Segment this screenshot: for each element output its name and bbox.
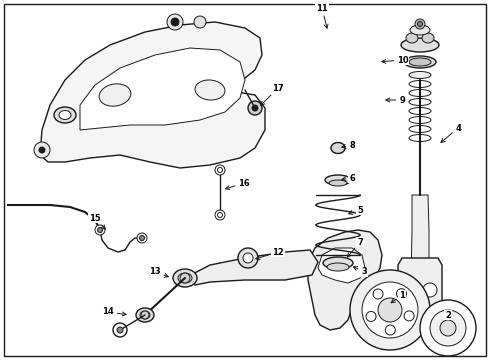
Ellipse shape xyxy=(401,38,439,52)
Ellipse shape xyxy=(404,56,436,68)
Text: 4: 4 xyxy=(441,123,461,143)
Circle shape xyxy=(396,289,407,299)
Polygon shape xyxy=(308,230,382,330)
Ellipse shape xyxy=(409,58,431,66)
Circle shape xyxy=(420,300,476,356)
Circle shape xyxy=(248,101,262,115)
Text: 16: 16 xyxy=(226,179,250,189)
Circle shape xyxy=(373,289,383,299)
Ellipse shape xyxy=(406,33,418,43)
Ellipse shape xyxy=(99,84,131,106)
Polygon shape xyxy=(40,22,265,168)
Text: 1: 1 xyxy=(391,291,405,303)
Ellipse shape xyxy=(59,111,71,120)
Text: 13: 13 xyxy=(149,267,169,277)
Circle shape xyxy=(95,225,105,235)
Circle shape xyxy=(215,210,225,220)
Polygon shape xyxy=(80,48,245,130)
Text: 9: 9 xyxy=(386,95,405,104)
Ellipse shape xyxy=(323,257,353,269)
Circle shape xyxy=(440,320,456,336)
Circle shape xyxy=(218,212,222,217)
Ellipse shape xyxy=(329,180,347,186)
Text: 11: 11 xyxy=(316,4,328,28)
Circle shape xyxy=(366,311,376,321)
Text: 15: 15 xyxy=(89,213,105,229)
Polygon shape xyxy=(318,248,365,283)
Text: 8: 8 xyxy=(342,140,355,149)
Circle shape xyxy=(194,16,206,28)
Circle shape xyxy=(430,310,466,346)
Circle shape xyxy=(252,105,258,111)
Ellipse shape xyxy=(173,269,197,287)
Circle shape xyxy=(238,248,258,268)
Ellipse shape xyxy=(178,273,192,283)
Text: 3: 3 xyxy=(353,267,367,276)
Circle shape xyxy=(415,19,425,29)
Circle shape xyxy=(218,167,222,172)
Text: 6: 6 xyxy=(342,174,355,183)
Circle shape xyxy=(180,273,190,283)
Circle shape xyxy=(34,142,50,158)
Circle shape xyxy=(167,14,183,30)
Text: 5: 5 xyxy=(349,206,363,215)
Circle shape xyxy=(378,298,402,322)
Ellipse shape xyxy=(410,25,430,35)
Ellipse shape xyxy=(409,72,431,78)
Text: 10: 10 xyxy=(382,55,409,64)
Circle shape xyxy=(137,233,147,243)
Circle shape xyxy=(243,253,253,263)
Circle shape xyxy=(113,323,127,337)
Circle shape xyxy=(423,283,437,297)
Polygon shape xyxy=(398,258,442,318)
Ellipse shape xyxy=(195,80,225,100)
Circle shape xyxy=(362,282,418,338)
Text: 17: 17 xyxy=(261,84,284,105)
Ellipse shape xyxy=(140,311,150,319)
Text: 12: 12 xyxy=(256,248,284,260)
Circle shape xyxy=(98,228,102,233)
Circle shape xyxy=(117,327,123,333)
Ellipse shape xyxy=(422,33,434,43)
Ellipse shape xyxy=(331,143,345,153)
Ellipse shape xyxy=(54,107,76,123)
Circle shape xyxy=(141,311,149,319)
Circle shape xyxy=(171,18,179,26)
Polygon shape xyxy=(411,195,429,280)
Circle shape xyxy=(403,283,417,297)
Circle shape xyxy=(385,325,395,335)
Circle shape xyxy=(417,22,422,27)
Ellipse shape xyxy=(136,308,154,322)
Circle shape xyxy=(140,235,145,240)
Text: 2: 2 xyxy=(445,310,451,320)
Polygon shape xyxy=(331,143,345,153)
Text: 7: 7 xyxy=(347,238,363,257)
Ellipse shape xyxy=(327,263,349,271)
Circle shape xyxy=(404,311,414,321)
Ellipse shape xyxy=(325,175,351,185)
Polygon shape xyxy=(185,250,318,285)
Text: 14: 14 xyxy=(102,307,126,316)
Circle shape xyxy=(39,147,45,153)
Circle shape xyxy=(215,165,225,175)
Circle shape xyxy=(350,270,430,350)
